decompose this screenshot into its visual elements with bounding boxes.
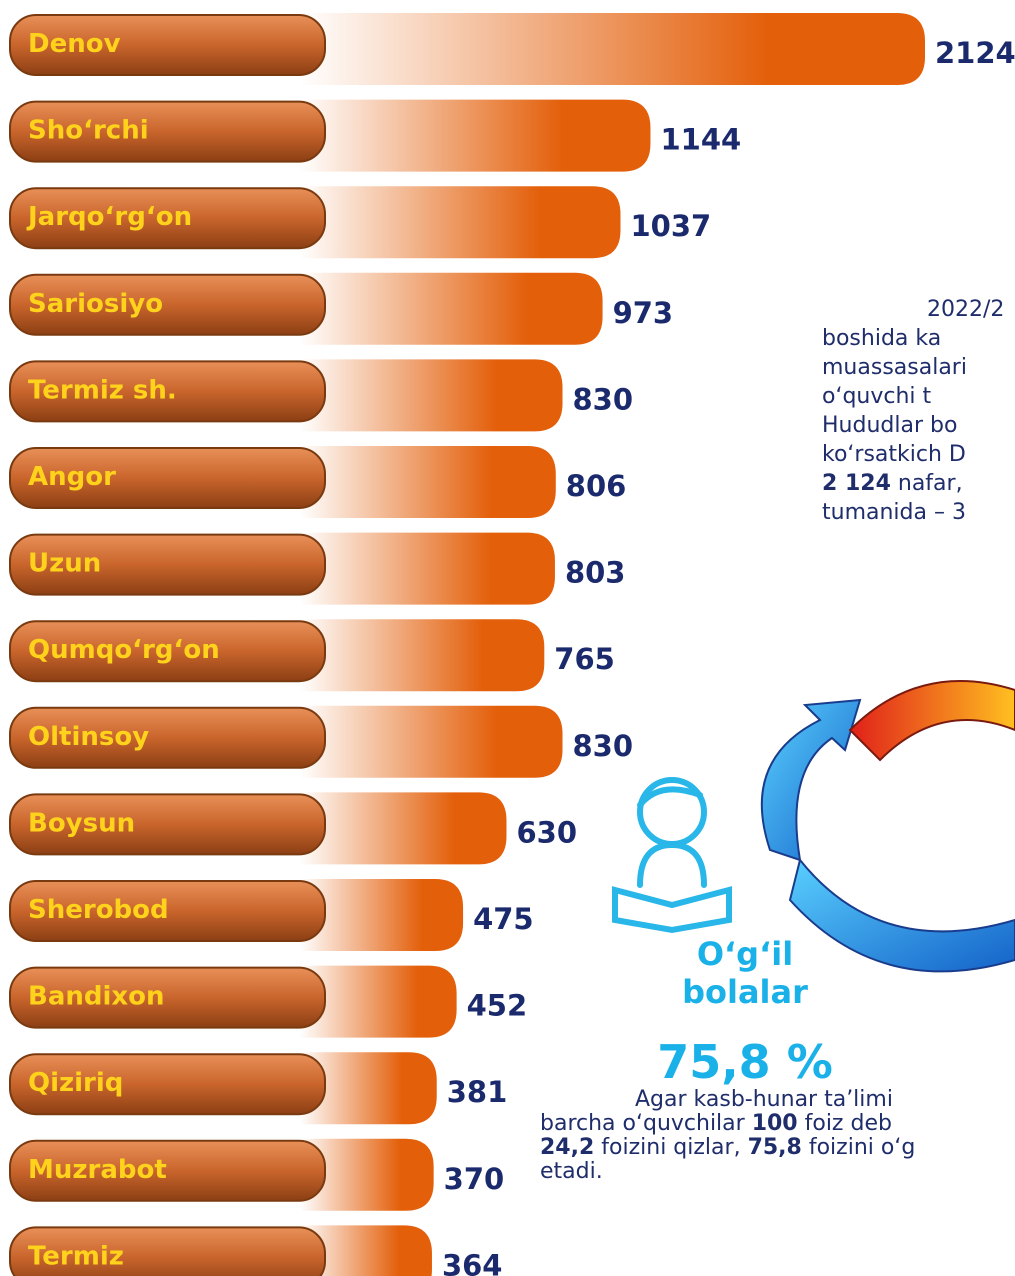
category-label: Bandixon xyxy=(28,982,165,1012)
text-segment: Hududlar bo xyxy=(822,413,957,438)
category-label: Jarqo‘rg‘on xyxy=(26,202,192,232)
category-label: Termiz xyxy=(28,1241,124,1271)
bar xyxy=(300,706,563,778)
bar xyxy=(300,792,506,864)
boy-icon xyxy=(615,780,729,930)
category-label: Qiziriq xyxy=(28,1068,123,1098)
text-segment: 2022/2 xyxy=(927,297,1004,322)
value-label: 806 xyxy=(566,469,627,503)
category-label: Denov xyxy=(28,29,121,59)
chart: Denov 2124 Sho‘rchi 1144 Jarqo‘rg‘on 1037 Sari… xyxy=(0,0,1015,1276)
category-label: Boysun xyxy=(28,808,135,838)
text-segment: foizini qizlar, xyxy=(594,1135,747,1160)
text-segment: o‘quvchi t xyxy=(822,384,931,409)
text-line: boshida ka xyxy=(822,324,1015,353)
text-segment: foiz deb xyxy=(798,1111,892,1136)
value-label: 2124 xyxy=(935,36,1015,70)
text-segment: 2 124 xyxy=(822,471,891,496)
bar xyxy=(300,13,925,85)
category-label: Angor xyxy=(28,462,116,492)
text-segment: ko‘rsatkich D xyxy=(822,442,966,467)
text-segment: barcha o‘quvchilar xyxy=(540,1111,752,1136)
text-line: Hududlar bo xyxy=(822,411,1015,440)
category-label: Sariosiyo xyxy=(28,289,163,319)
text-segment: 100 xyxy=(752,1111,798,1136)
value-label: 381 xyxy=(447,1075,508,1109)
value-label: 364 xyxy=(442,1248,503,1276)
bar xyxy=(300,619,544,691)
bar xyxy=(300,273,603,345)
category-label: Qumqo‘rg‘on xyxy=(28,635,220,665)
value-label: 1144 xyxy=(660,123,741,157)
text-segment: Agar kasb-hunar ta’limi xyxy=(635,1088,893,1112)
bar xyxy=(300,100,650,172)
text-line: 2 124 nafar, xyxy=(822,469,1015,498)
boys-label-line: bolalar xyxy=(640,973,850,1011)
text-segment: tumanida – 3 xyxy=(822,500,966,525)
value-label: 1037 xyxy=(630,209,711,243)
text-segment: etadi. xyxy=(540,1159,603,1184)
text-line: Agar kasb-hunar ta’limi xyxy=(540,1088,1015,1112)
text-segment: 75,8 xyxy=(748,1135,802,1160)
arrow xyxy=(850,681,1015,760)
bar xyxy=(300,359,563,431)
category-label: Sho‘rchi xyxy=(28,116,149,146)
page: {"chart_data":{"type":"bar","orientation… xyxy=(0,0,1015,1276)
value-label: 765 xyxy=(554,642,615,676)
value-label: 973 xyxy=(613,296,674,330)
bar xyxy=(300,186,620,258)
bar xyxy=(300,446,556,518)
category-label: Oltinsoy xyxy=(28,722,149,752)
category-label: Uzun xyxy=(28,549,101,579)
text-segment: 24,2 xyxy=(540,1135,594,1160)
value-label: 475 xyxy=(473,902,534,936)
text-segment: foizini o‘g xyxy=(802,1135,915,1160)
arrow xyxy=(762,700,860,860)
value-label: 830 xyxy=(573,729,634,763)
value-label: 630 xyxy=(516,815,577,849)
boys-label-line: O‘g‘il xyxy=(640,935,850,973)
boys-percent: 75,8 % xyxy=(635,1035,855,1089)
value-label: 370 xyxy=(444,1162,505,1196)
text-segment: boshida ka xyxy=(822,326,941,351)
text-segment: nafar, xyxy=(891,471,963,496)
text-line: 2022/2 xyxy=(822,295,1015,324)
text-segment: muassasalari xyxy=(822,355,967,380)
value-label: 830 xyxy=(573,382,634,416)
category-label: Termiz sh. xyxy=(28,375,177,405)
bar xyxy=(300,533,555,605)
text-line: 24,2 foizini qizlar, 75,8 foizini o‘g xyxy=(540,1136,1015,1160)
category-label: Sherobod xyxy=(28,895,169,925)
text-line: muassasalari xyxy=(822,353,1015,382)
text-line: tumanida – 3 xyxy=(822,498,1015,527)
value-label: 803 xyxy=(565,556,626,590)
text-line: ko‘rsatkich D xyxy=(822,440,1015,469)
arrows-icon xyxy=(615,681,1015,971)
text-line: barcha o‘quvchilar 100 foiz deb xyxy=(540,1112,1015,1136)
paragraph: 2022/2 boshida ka muassasalari o‘quvchi t Hu… xyxy=(822,295,1015,527)
text-line: o‘quvchi t xyxy=(822,382,1015,411)
category-label: Muzrabot xyxy=(28,1155,167,1185)
value-label: 452 xyxy=(467,989,528,1023)
text-line: etadi. xyxy=(540,1160,1015,1184)
